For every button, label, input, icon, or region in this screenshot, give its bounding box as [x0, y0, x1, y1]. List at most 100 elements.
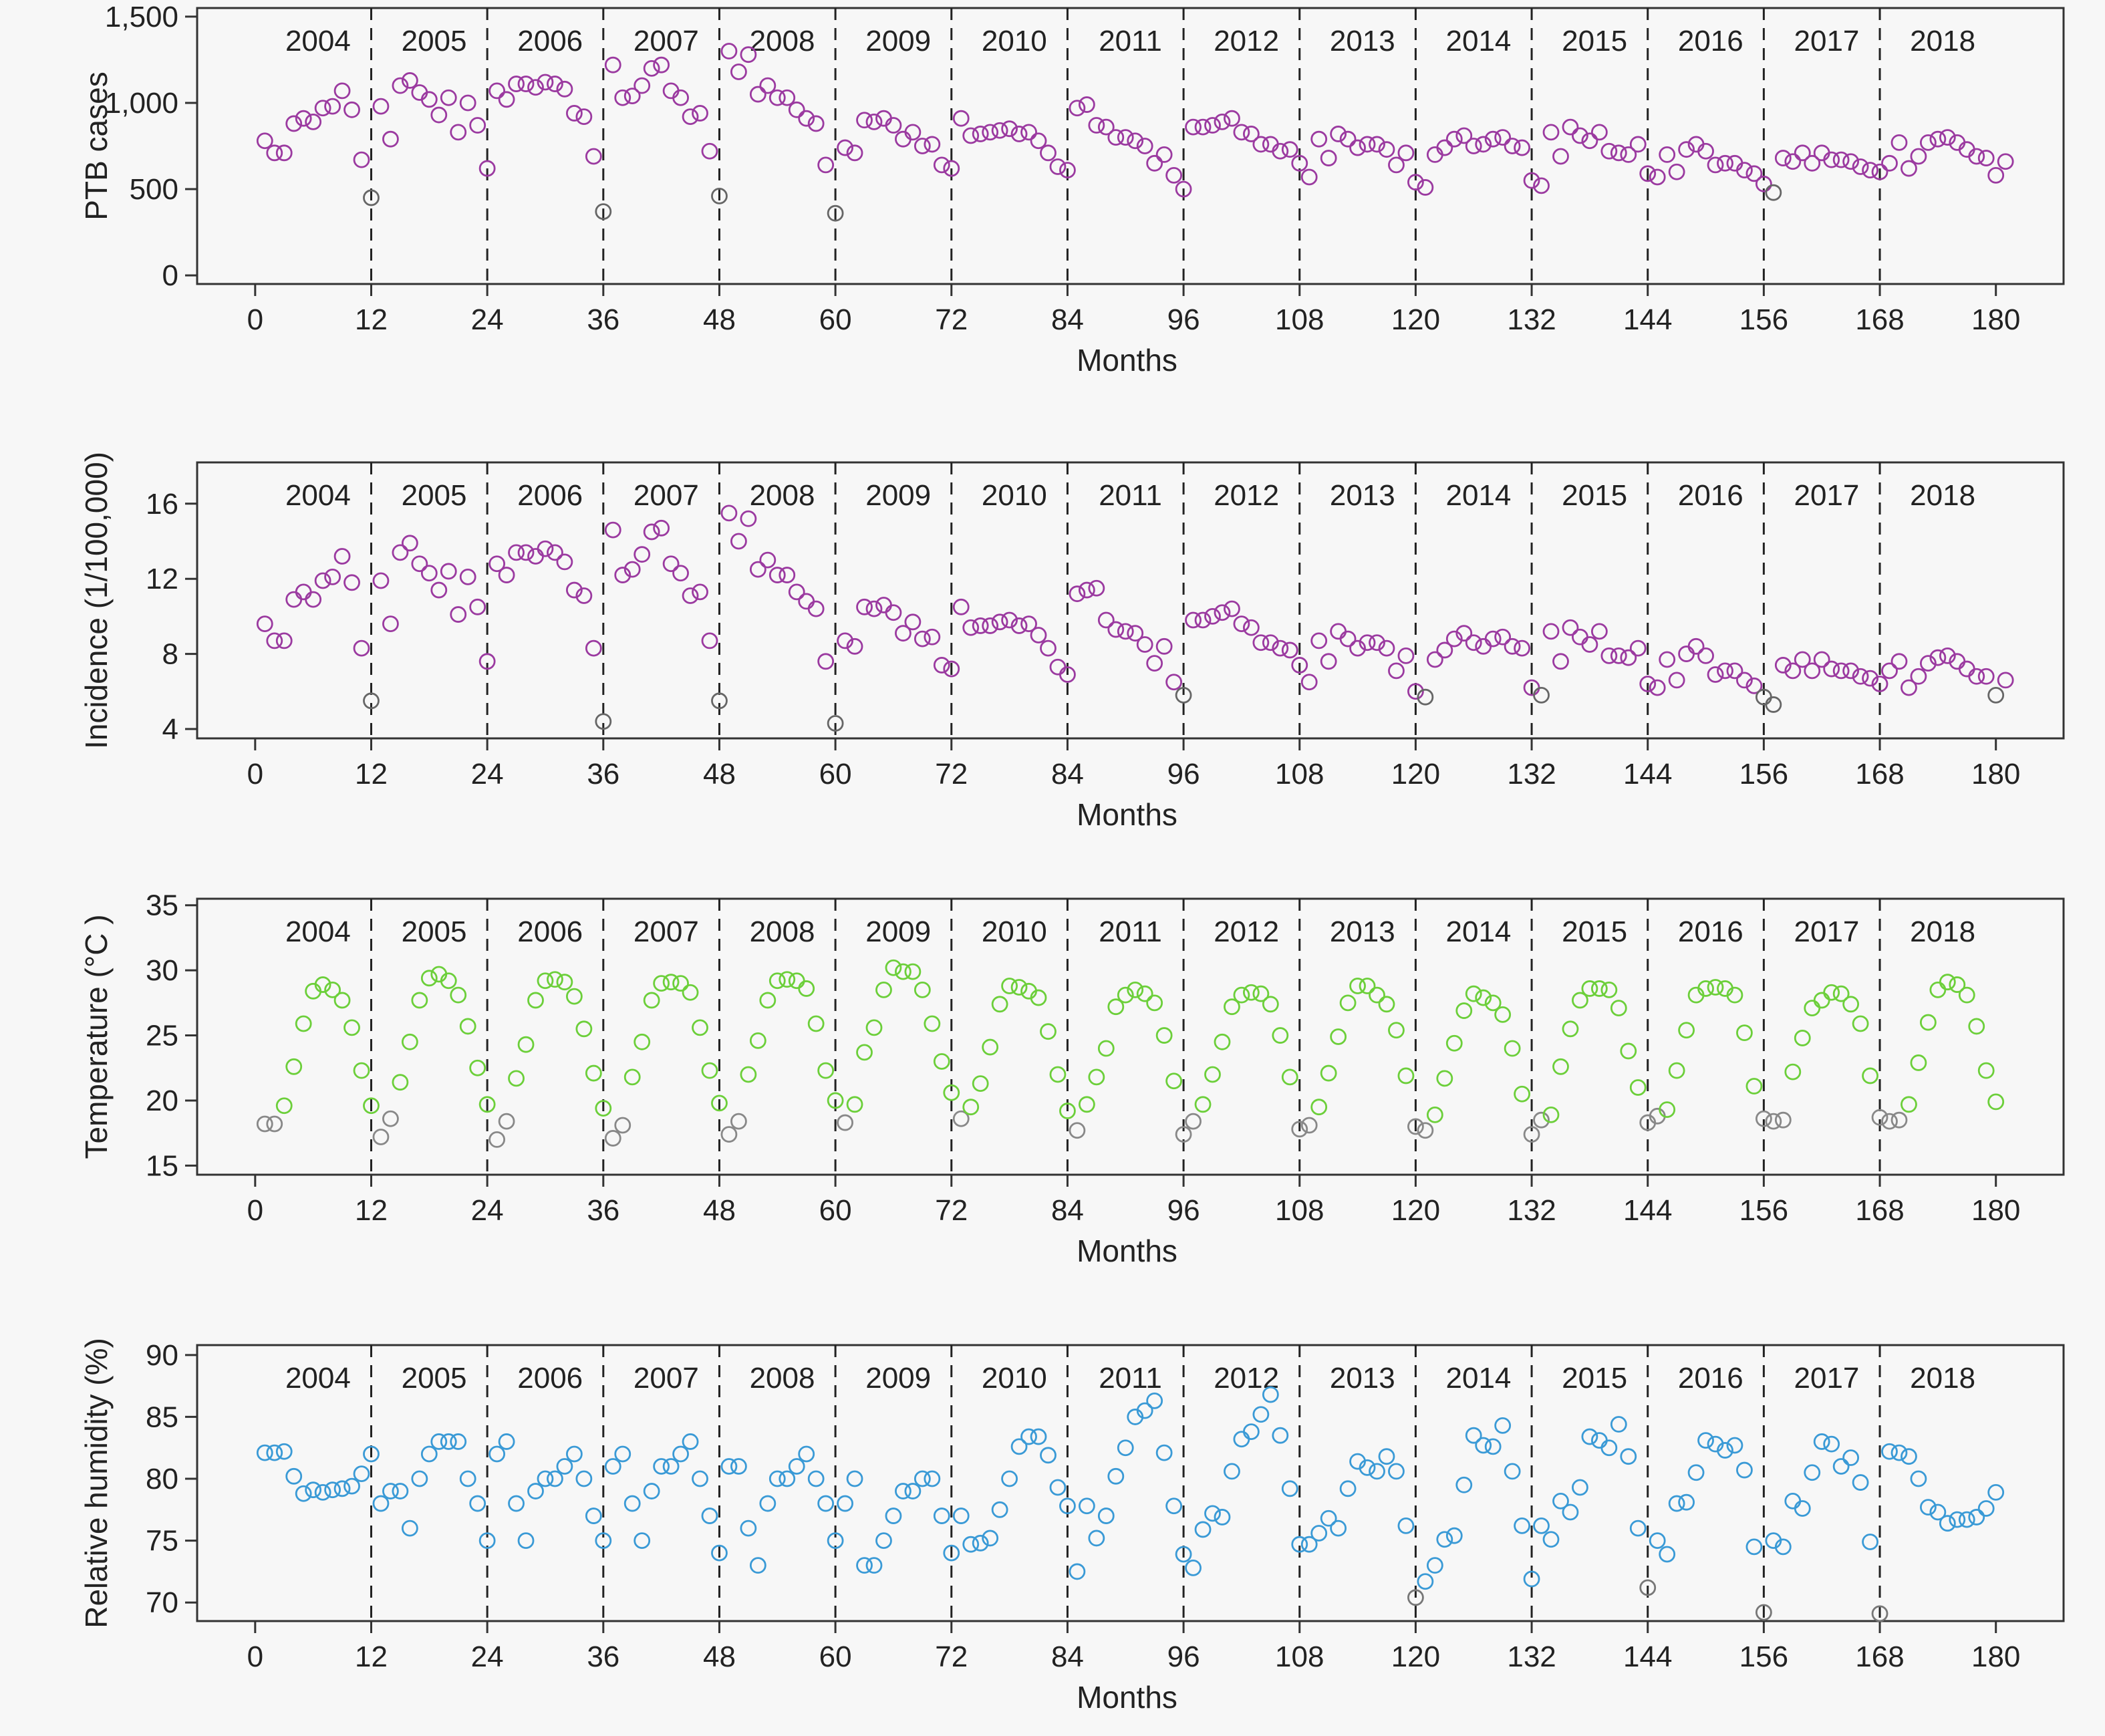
data-point	[1001, 120, 1018, 138]
data-point	[1823, 1435, 1840, 1453]
y-tick-label: 30	[146, 954, 178, 987]
data-point	[1668, 163, 1685, 180]
data-point	[895, 963, 911, 980]
data-point	[623, 1495, 641, 1512]
data-point	[1987, 1093, 2005, 1111]
data-point	[933, 1507, 950, 1524]
data-point	[1262, 634, 1279, 652]
data-point	[324, 1481, 341, 1499]
data-point	[827, 715, 844, 732]
data-point	[1823, 151, 1840, 168]
data-point	[779, 1470, 796, 1487]
year-label: 2013	[1330, 25, 1395, 57]
data-point	[895, 625, 911, 642]
data-point	[807, 115, 825, 132]
year-label: 2014	[1446, 1362, 1512, 1395]
y-tick-label: 85	[146, 1401, 178, 1433]
data-point	[565, 988, 583, 1005]
data-point	[1600, 142, 1618, 160]
data-point	[411, 1470, 428, 1487]
x-tick-label: 12	[355, 758, 388, 790]
data-point	[1552, 1492, 1569, 1509]
data-point	[392, 1074, 409, 1091]
x-tick-label: 168	[1855, 758, 1904, 790]
data-point	[653, 975, 670, 992]
data-point	[798, 593, 815, 610]
data-point	[1272, 1427, 1289, 1444]
data-point	[1949, 1511, 1966, 1528]
data-point	[305, 591, 322, 608]
data-point	[275, 1097, 293, 1115]
data-point	[401, 535, 418, 552]
y-tick-label: 16	[146, 488, 178, 521]
data-point	[1774, 1538, 1792, 1556]
data-point	[508, 1070, 525, 1087]
y-axis-title: Incidence (1/100,000)	[79, 452, 114, 749]
x-tick-label: 144	[1623, 303, 1672, 336]
data-point	[1504, 138, 1521, 154]
data-point	[1552, 1058, 1569, 1075]
data-point	[1649, 1532, 1666, 1550]
data-point	[1397, 1517, 1415, 1534]
data-point	[634, 77, 651, 94]
data-point	[623, 1068, 641, 1086]
data-point	[1987, 1483, 2005, 1501]
data-point	[295, 110, 312, 127]
data-point	[1610, 144, 1627, 162]
data-point	[817, 1062, 835, 1079]
x-tick-label: 72	[935, 1194, 968, 1227]
year-label: 2005	[402, 479, 467, 512]
data-point	[1185, 1559, 1202, 1576]
data-point	[478, 1532, 496, 1550]
data-point	[1852, 158, 1869, 175]
data-point	[333, 82, 351, 100]
data-point	[488, 1131, 506, 1148]
data-point	[1417, 688, 1434, 706]
data-point	[827, 1092, 844, 1109]
data-point	[604, 56, 621, 74]
data-point	[634, 546, 651, 563]
year-label: 2008	[750, 25, 815, 57]
data-point	[1804, 154, 1821, 172]
year-label: 2004	[285, 25, 351, 57]
data-point	[1107, 129, 1125, 146]
data-point	[353, 1465, 370, 1483]
x-tick-label: 180	[1971, 303, 2020, 336]
data-point	[1397, 647, 1415, 664]
data-point	[1136, 138, 1153, 154]
data-point	[1194, 1096, 1212, 1113]
data-point	[1388, 662, 1405, 680]
x-tick-label: 156	[1739, 1194, 1788, 1227]
data-point	[740, 1520, 757, 1537]
data-point	[1590, 623, 1608, 640]
data-point	[1001, 978, 1018, 994]
year-label: 2012	[1214, 915, 1279, 948]
data-point	[1349, 639, 1366, 657]
x-tick-label: 84	[1051, 758, 1084, 790]
x-tick-label: 168	[1855, 1640, 1904, 1673]
year-label: 2016	[1678, 479, 1743, 512]
data-point	[1020, 615, 1037, 633]
data-point	[1755, 175, 1772, 192]
data-point	[837, 632, 853, 649]
data-point	[1001, 1470, 1018, 1487]
year-label: 2015	[1562, 1362, 1627, 1395]
data-point	[730, 533, 747, 550]
year-label: 2014	[1446, 25, 1512, 57]
data-point	[1581, 132, 1598, 150]
data-point	[1997, 153, 2014, 170]
data-point	[285, 115, 303, 132]
data-point	[1804, 1464, 1821, 1481]
data-point	[1919, 134, 1937, 151]
data-point	[1388, 1463, 1405, 1480]
year-label: 2010	[982, 25, 1047, 57]
data-point	[1252, 1406, 1270, 1423]
data-point	[1436, 139, 1453, 156]
data-point	[430, 1433, 448, 1450]
data-point	[798, 980, 815, 997]
data-point	[1697, 142, 1714, 160]
data-point	[363, 1445, 380, 1463]
data-point	[837, 1114, 853, 1131]
data-point	[1300, 674, 1318, 691]
x-tick-label: 0	[247, 758, 263, 790]
